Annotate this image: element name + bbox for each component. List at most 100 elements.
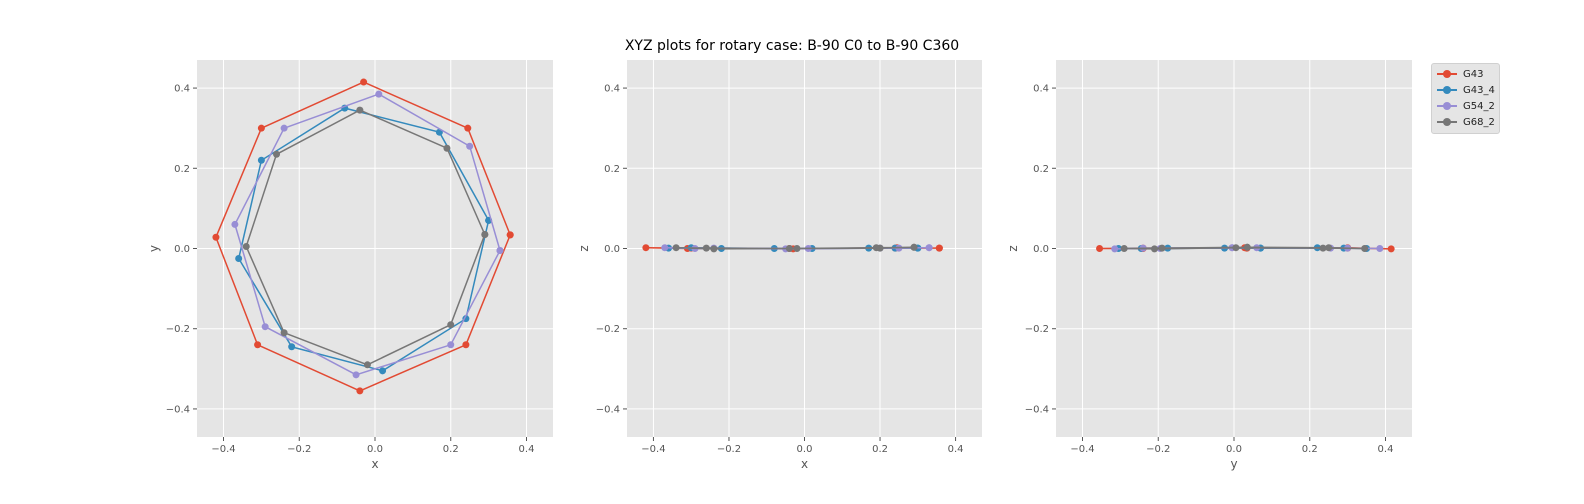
legend: G43 G43_4 G54_2 G68_2 [1431,63,1500,134]
legend-marker [1437,85,1457,95]
x-tick-label: 0.4 [948,444,964,455]
legend-item-g54-2: G54_2 [1432,98,1499,114]
x-axis-label: x [371,457,378,471]
data-point-g68-2 [356,106,364,114]
y-tick-label: 0.0 [174,244,190,255]
y-tick-label: −0.2 [596,324,620,335]
data-point-g43 [257,124,265,132]
legend-label: G54_2 [1463,100,1495,112]
data-point-g68-2 [1120,245,1128,252]
data-point-g68-2 [793,245,801,252]
data-point-g54-2 [375,90,383,98]
data-point-g68-2 [702,244,710,252]
legend-label: G43_4 [1463,84,1495,96]
data-point-g54-2 [352,371,360,379]
y-tick-label: 0.2 [174,164,190,175]
x-tick-label: −0.2 [1146,444,1170,455]
x-tick-label: −0.4 [211,444,235,455]
subplot-2: −0.4 −0.2 0.0 0.2 0.4 −0.4 −0.2 0.0 0.2 0.4 x z [577,60,982,471]
y-tick-label: −0.4 [1025,404,1049,415]
data-point-g68-2 [1150,245,1158,253]
x-tick-label: 0.0 [367,444,383,455]
x-axis-label: y [1230,457,1237,471]
y-tick-label: 0.4 [604,84,620,95]
data-point-g43 [212,233,220,241]
data-point-g43 [1096,245,1104,252]
y-axis-label: z [1006,245,1020,251]
x-tick-label: −0.4 [641,444,665,455]
y-tick-label: 0.0 [1033,244,1049,255]
data-point-g54-2 [496,247,504,255]
data-point-g54-2 [231,220,239,228]
legend-item-g43-4: G43_4 [1432,82,1499,98]
data-point-g54-2 [661,244,669,252]
data-point-g68-2 [672,244,680,252]
data-point-g68-2 [710,245,718,253]
data-point-g43 [356,387,364,395]
x-tick-label: 0.0 [1226,444,1242,455]
x-tick-label: −0.2 [717,444,741,455]
y-axis-label: y [147,245,161,252]
data-point-g68-2 [447,321,455,329]
y-tick-label: 0.2 [604,164,620,175]
subplot-1: −0.4 −0.2 0.0 0.2 0.4 −0.4 −0.2 0.0 0.2 0.4 x y [147,60,553,471]
data-point-g54-2 [1111,245,1119,253]
data-point-g68-2 [273,150,281,158]
y-tick-label: 0.2 [1033,164,1049,175]
x-tick-label: 0.2 [443,444,459,455]
legend-item-g43: G43 [1432,66,1499,82]
x-tick-label: 0.4 [519,444,535,455]
y-tick-label: −0.4 [596,404,620,415]
legend-marker [1437,117,1457,127]
x-tick-label: −0.4 [1070,444,1094,455]
figure-title: XYZ plots for rotary case: B-90 C0 to B-… [624,38,960,54]
data-point-g68-2 [481,230,489,238]
y-tick-label: −0.4 [166,404,190,415]
data-point-g43 [360,78,368,86]
data-point-g68-2 [1319,244,1327,252]
data-point-g68-2 [1158,244,1166,252]
data-point-g43 [254,341,262,349]
y-axis-label: z [577,245,591,251]
legend-marker [1437,69,1457,79]
y-tick-label: −0.2 [166,324,190,335]
legend-label: G43 [1463,68,1484,80]
data-point-g68-2 [1232,244,1240,252]
data-point-g43 [462,341,470,349]
x-tick-label: −0.2 [287,444,311,455]
data-point-g43 [506,231,514,239]
data-point-g68-2 [1243,243,1251,251]
data-point-g43-4 [235,255,243,263]
data-point-g68-2 [876,244,884,252]
data-point-g68-2 [785,245,793,252]
data-point-g68-2 [910,243,918,251]
data-point-g43 [1387,245,1395,253]
data-point-g68-2 [242,242,250,250]
y-tick-label: 0.4 [174,84,190,95]
legend-label: G68_2 [1463,116,1495,128]
data-point-g54-2 [925,244,933,252]
data-point-g54-2 [466,142,474,150]
legend-item-g68-2: G68_2 [1432,114,1499,130]
data-point-g43-4 [257,156,265,164]
data-point-g68-2 [1361,245,1369,252]
data-point-g68-2 [363,361,371,369]
subplot-3: −0.4 −0.2 0.0 0.2 0.4 −0.4 −0.2 0.0 0.2 0.4 y z [1006,60,1412,471]
data-point-g43 [642,244,650,252]
data-point-g68-2 [443,144,451,152]
y-tick-label: −0.2 [1025,324,1049,335]
data-point-g43 [935,244,943,252]
y-tick-label: 0.4 [1033,84,1049,95]
x-axis-label: x [801,457,808,471]
data-point-g43-4 [379,367,387,375]
x-tick-label: 0.0 [797,444,813,455]
data-point-g54-2 [1376,245,1384,252]
x-tick-label: 0.2 [872,444,888,455]
data-point-g54-2 [447,341,455,349]
data-point-g43-4 [288,343,296,351]
x-tick-label: 0.4 [1378,444,1394,455]
data-point-g54-2 [280,124,288,132]
data-point-g68-2 [1325,244,1333,252]
